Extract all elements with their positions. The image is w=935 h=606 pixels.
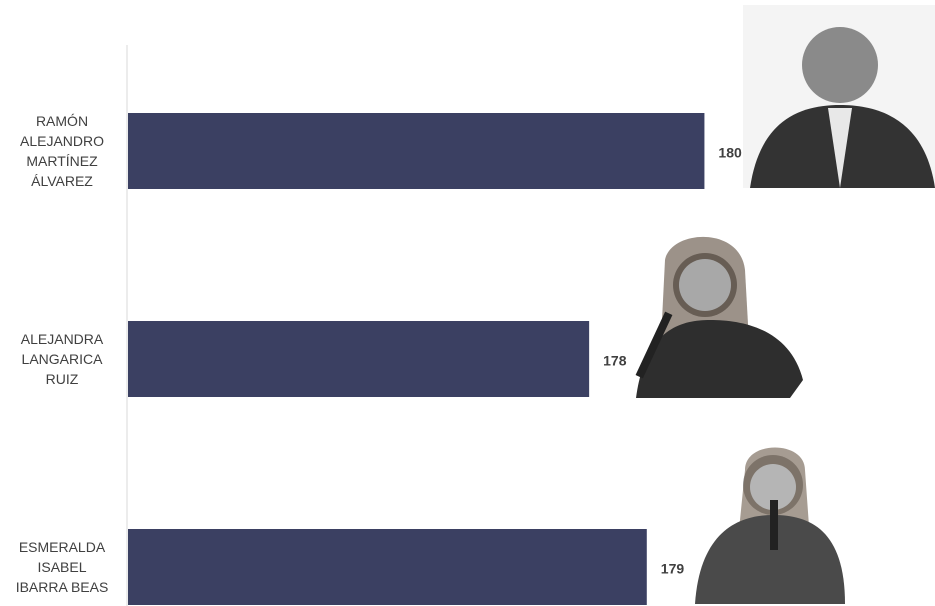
value-label: 180 (718, 145, 742, 161)
bar (128, 529, 647, 605)
category-label: ESMERALDA ISABEL IBARRA BEAS (15, 539, 109, 595)
photo (635, 236, 803, 398)
bar (128, 321, 590, 397)
bar (128, 113, 705, 189)
photo (695, 447, 845, 604)
category-label: ALEJANDRA LANGARICA RUIZ (20, 331, 104, 387)
value-label: 179 (661, 561, 685, 577)
value-label: 178 (603, 353, 627, 369)
photo (743, 5, 935, 188)
category-label: RAMÓN ALEJANDRO MARTÍNEZ ÁLVAREZ (19, 113, 105, 189)
